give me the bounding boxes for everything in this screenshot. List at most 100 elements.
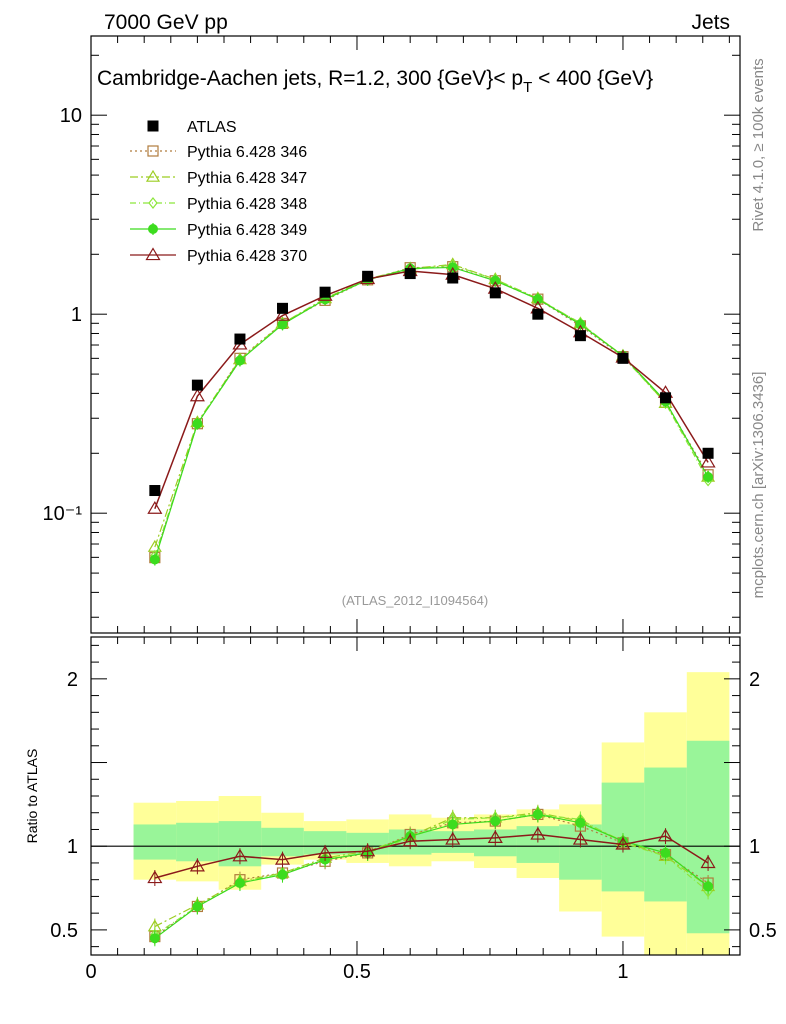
series-ratio-point <box>657 828 674 842</box>
series-ratio-point <box>572 831 588 845</box>
ratio-y-tick-label-right: 0.5 <box>749 920 777 942</box>
series-point <box>490 274 501 287</box>
header-left: 7000 GeV pp <box>104 11 228 34</box>
series-point <box>147 501 163 514</box>
legend-atlas-label: ATLAS <box>187 119 237 136</box>
series-ratio-point <box>487 830 503 843</box>
atlas-point <box>191 379 203 391</box>
ratio-y-tick-label: 0.5 <box>50 920 78 942</box>
series-point <box>192 417 203 430</box>
atlas-point <box>617 352 629 364</box>
rivet-label: Rivet 4.1.0, ≥ 100k events <box>750 58 767 231</box>
series-point <box>532 293 543 306</box>
legend-marker <box>145 247 161 261</box>
series-ratio-point <box>530 826 546 840</box>
atlas-point <box>149 485 161 497</box>
series-point <box>189 388 205 402</box>
series-ratio-point <box>234 877 245 890</box>
legend-marker <box>145 169 161 182</box>
series-ratio-point <box>660 846 671 859</box>
series-layer <box>147 257 716 947</box>
legend-label: Pythia 6.428 349 <box>187 222 307 239</box>
atlas-point <box>362 270 374 282</box>
atlas-point <box>447 272 459 284</box>
series-ratio-point <box>402 833 418 847</box>
ratio-y-tick-label: 2 <box>67 669 78 691</box>
series-ratio-point <box>615 836 631 850</box>
band-green <box>176 822 219 862</box>
band-green <box>133 824 177 860</box>
x-tick-label: 0.5 <box>343 961 371 983</box>
band-green <box>303 831 347 855</box>
series-ratio-point <box>274 851 291 865</box>
atlas-point <box>234 333 246 345</box>
series-ratio-point <box>700 855 716 869</box>
header-right: Jets <box>691 11 730 34</box>
legend-label: Pythia 6.428 348 <box>187 196 307 213</box>
x-tick-label: 1 <box>617 961 628 983</box>
legend-label: Pythia 6.428 347 <box>187 170 307 187</box>
ratio-uncertainty-bands <box>133 672 730 955</box>
plot-title: Cambridge-Aachen jets, R=1.2, 300 {GeV}<… <box>97 67 653 96</box>
series-line-main <box>154 263 709 548</box>
series-ratio-point <box>532 808 543 821</box>
atlas-point <box>702 447 714 459</box>
series-ratio-point <box>317 845 333 859</box>
atlas-point <box>489 287 501 299</box>
atlas-point <box>277 302 289 314</box>
series-point <box>575 318 586 331</box>
series-ratio-point <box>360 843 376 857</box>
ratio-y-tick-label: 1 <box>67 836 78 858</box>
atlas-data-points <box>149 268 714 497</box>
ratio-axis-label: Ratio to ATLAS <box>24 749 40 844</box>
series-ratio-point <box>490 815 501 828</box>
legend: ATLAS Pythia 6.428 346 Pythia 6.428 347 Pyt… <box>130 119 307 265</box>
series-ratio-point <box>445 831 461 845</box>
band-green <box>261 827 304 857</box>
band-green <box>686 740 730 934</box>
series-line-main <box>154 270 709 509</box>
series-ratio-point <box>189 858 205 872</box>
series-line-ratio <box>154 813 709 939</box>
series-ratio-point <box>192 900 203 913</box>
legend-marker <box>148 223 158 235</box>
tick-labels: 0 0.5 1 10 1 10⁻¹ 2 2 1 1 0.5 0.5 <box>43 105 777 983</box>
series-line-main <box>154 266 709 560</box>
series-point <box>700 454 716 468</box>
atlas-point <box>404 268 416 280</box>
x-tick-label: 0 <box>85 961 96 983</box>
mcplots-label: mcplots.cern.ch [arXiv:1306.3436] <box>750 372 767 599</box>
series-line-ratio <box>154 833 709 879</box>
legend-atlas-marker <box>147 120 159 132</box>
legend-label: Pythia 6.428 346 <box>187 144 307 161</box>
series-line-main <box>154 264 709 556</box>
series-ratio-point <box>277 868 288 881</box>
legend-marker <box>148 197 158 209</box>
y-tick-label: 1 <box>71 304 82 326</box>
series-ratio-point <box>147 870 163 884</box>
axis-ticks <box>90 36 740 955</box>
atlas-point <box>532 308 544 320</box>
series-ratio-point <box>232 848 248 862</box>
series-point <box>234 354 245 367</box>
ratio-y-tick-label-right: 1 <box>749 836 760 858</box>
legend-label: Pythia 6.428 370 <box>187 248 307 265</box>
atlas-point <box>319 286 331 298</box>
series-point <box>274 307 291 321</box>
series-ratio-point <box>149 932 160 945</box>
series-ratio-point <box>703 880 714 893</box>
series-4 <box>149 261 714 947</box>
main-frame <box>90 35 741 634</box>
legend-marker <box>147 145 159 157</box>
watermark: (ATLAS_2012_I1094564) <box>342 593 488 608</box>
y-tick-label: 10⁻¹ <box>43 503 83 525</box>
ratio-y-tick-label-right: 2 <box>749 669 760 691</box>
y-tick-label: 10 <box>60 105 82 127</box>
series-ratio-point <box>575 816 586 829</box>
series-point <box>149 553 160 566</box>
series-line-main <box>154 266 709 558</box>
series-point <box>703 471 714 484</box>
series-ratio-point <box>447 818 458 831</box>
atlas-point <box>574 330 586 342</box>
